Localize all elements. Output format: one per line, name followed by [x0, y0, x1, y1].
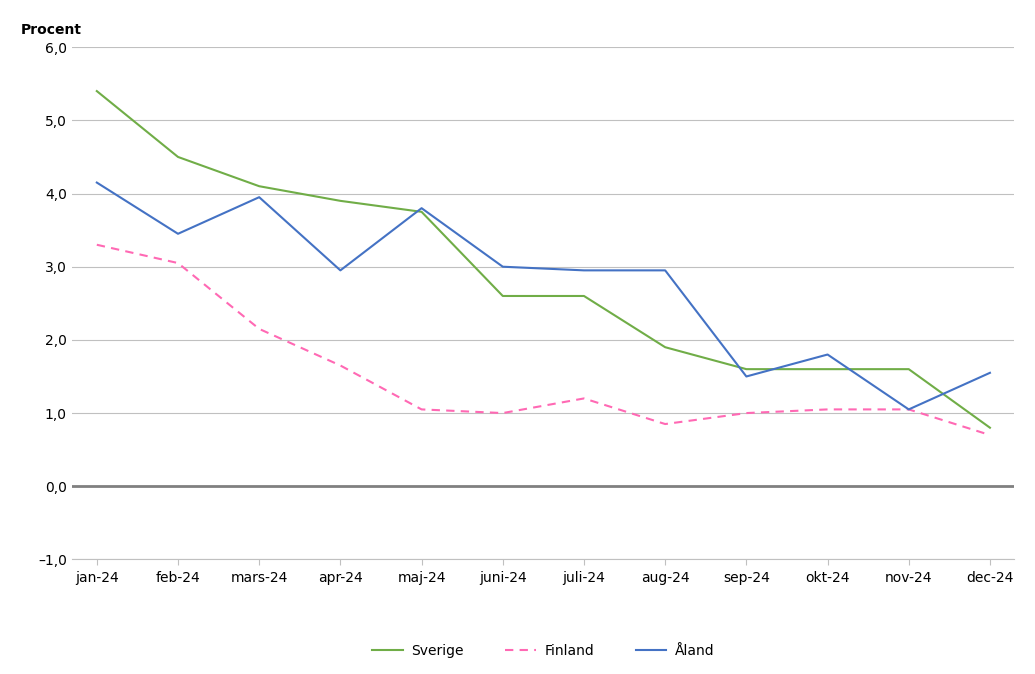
Finland [172, 259, 184, 267]
Sverige [822, 365, 834, 373]
Sverige [334, 197, 347, 205]
Åland [578, 266, 590, 274]
Finland [659, 420, 672, 428]
Åland [334, 266, 347, 274]
Åland [659, 266, 672, 274]
Finland [983, 431, 996, 439]
Åland [253, 193, 265, 202]
Finland [740, 409, 752, 417]
Åland [822, 350, 834, 359]
Åland [91, 179, 104, 187]
Text: Procent: Procent [21, 23, 82, 37]
Sverige [578, 292, 590, 300]
Legend: Sverige, Finland, Åland: Sverige, Finland, Åland [366, 638, 720, 663]
Finland [334, 361, 347, 369]
Sverige [983, 424, 996, 432]
Åland [497, 263, 509, 271]
Sverige [253, 182, 265, 190]
Åland [903, 405, 915, 413]
Sverige [659, 343, 672, 351]
Finland [497, 409, 509, 417]
Finland [415, 405, 427, 413]
Sverige [415, 208, 427, 216]
Sverige [740, 365, 752, 373]
Finland [578, 394, 590, 402]
Sverige [497, 292, 509, 300]
Finland [903, 405, 915, 413]
Sverige [903, 365, 915, 373]
Finland [91, 241, 104, 249]
Finland [822, 405, 834, 413]
Line: Finland: Finland [97, 245, 989, 435]
Åland [740, 373, 752, 381]
Sverige [172, 153, 184, 161]
Åland [172, 230, 184, 238]
Sverige [91, 87, 104, 95]
Åland [983, 369, 996, 377]
Line: Åland: Åland [97, 183, 989, 409]
Line: Sverige: Sverige [97, 91, 989, 428]
Åland [415, 204, 427, 212]
Finland [253, 325, 265, 333]
